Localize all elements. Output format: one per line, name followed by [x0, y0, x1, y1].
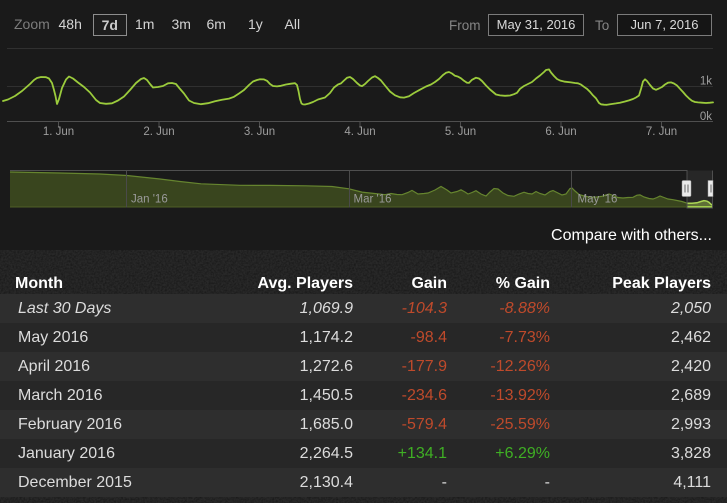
svg-text:6. Jun: 6. Jun	[545, 126, 576, 138]
svg-text:Mar '16: Mar '16	[354, 194, 392, 206]
svg-text:7. Jun: 7. Jun	[646, 126, 677, 138]
svg-text:Jan '16: Jan '16	[131, 194, 168, 206]
svg-text:2. Jun: 2. Jun	[143, 126, 174, 138]
svg-text:May '16: May '16	[578, 194, 618, 206]
svg-text:5. Jun: 5. Jun	[445, 126, 476, 138]
svg-text:3. Jun: 3. Jun	[244, 126, 275, 138]
svg-text:4. Jun: 4. Jun	[344, 126, 375, 138]
svg-text:1. Jun: 1. Jun	[43, 126, 74, 138]
svg-text:1k: 1k	[700, 76, 712, 88]
svg-text:0k: 0k	[700, 111, 712, 123]
